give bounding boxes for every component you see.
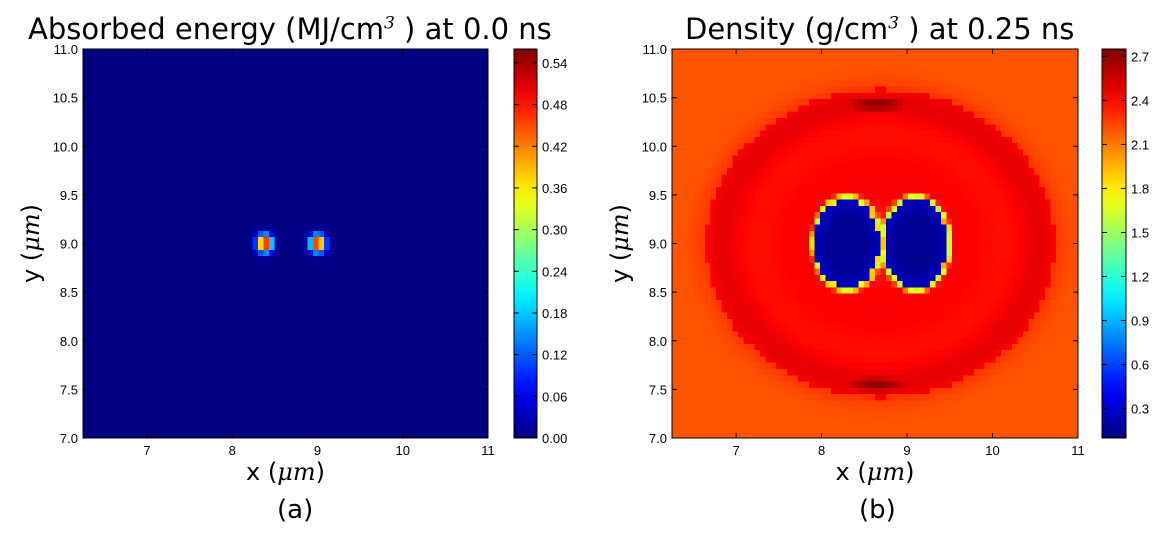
y-tick-label: 10.0	[53, 139, 78, 154]
panel-absorbed-energy: Absorbed energy (MJ/cm3 ) at 0.0 ns 7 8 9 1…	[17, 12, 567, 525]
title-text: Density (g/cm	[685, 12, 889, 46]
colorbar-tick-label: 0.12	[542, 348, 567, 363]
y-tick-label: 11.0	[643, 42, 667, 57]
x-axis-label-unit: μm	[867, 458, 905, 486]
x-axis-label-unit: μm	[277, 458, 315, 486]
colorbar-tick-label: 0.30	[542, 223, 567, 238]
y-tick-label: 10.0	[642, 139, 667, 154]
heatmap-image	[672, 49, 1078, 438]
y-tick-label: 7.5	[60, 382, 78, 397]
colorbar-tick-label: 0.18	[542, 306, 567, 321]
y-tick-label: 8.0	[60, 334, 78, 349]
x-axis-label-suffix: )	[905, 458, 914, 486]
x-tick-label: 8	[229, 443, 236, 458]
heatmap-image	[83, 49, 488, 438]
title-text: Absorbed energy (MJ/cm	[28, 12, 385, 46]
y-axis-label-prefix: y (	[17, 252, 45, 283]
colorbar-tick-label: 2.1	[1131, 137, 1149, 152]
colorbar-tick-label: 1.5	[1131, 225, 1149, 240]
colorbar-tick-label: 0.24	[542, 264, 567, 279]
y-axis-label-prefix: y (	[606, 252, 634, 283]
y-tick-label: 10.5	[53, 91, 78, 106]
colorbar-tick-label: 0.9	[1131, 314, 1149, 329]
y-tick-label: 8.5	[649, 285, 667, 300]
x-tick-label: 9	[903, 443, 910, 458]
panel-density: Density (g/cm3 ) at 0.25 ns 7 8 9 10 11 7.0 7.…	[581, 0, 1162, 546]
title-exponent: 3	[384, 13, 395, 34]
colorbar-tick-label: 0.54	[542, 56, 567, 71]
y-tick-label: 10.5	[642, 91, 667, 106]
y-tick-label: 9.5	[60, 188, 78, 203]
colorbar-tick-label: 0.6	[1131, 358, 1149, 373]
y-axis-label-unit: μm	[17, 213, 45, 251]
colorbar-tick-label: 0.48	[542, 98, 567, 113]
y-tick-label: 7.0	[60, 431, 78, 446]
y-axis-label-unit: μm	[606, 213, 634, 251]
y-tick-label: 7.0	[649, 431, 667, 446]
chart-title: Density (g/cm3 ) at 0.25 ns	[685, 12, 1074, 46]
y-tick-label: 7.5	[649, 382, 667, 397]
colorbar-tick-label: 0.36	[542, 181, 567, 196]
figure-caption: (b)	[859, 495, 896, 525]
colorbar	[513, 48, 538, 439]
x-axis-label-prefix: x (	[246, 458, 277, 486]
y-axis-label: y (μm)	[606, 204, 634, 283]
x-axis-label: x (μm)	[836, 458, 915, 486]
colorbar-tick-label: 0.00	[542, 431, 567, 446]
y-axis-label: y (μm)	[17, 204, 45, 283]
x-tick-label: 7	[732, 443, 739, 458]
colorbar-tick-label: 0.3	[1131, 402, 1149, 417]
figure-caption: (a)	[277, 495, 314, 525]
y-tick-label: 9.0	[60, 237, 78, 252]
y-tick-label: 9.5	[649, 188, 667, 203]
chart-title: Absorbed energy (MJ/cm3 ) at 0.0 ns	[28, 12, 552, 46]
y-tick-label: 11.0	[54, 42, 78, 57]
x-tick-label: 11	[481, 443, 495, 458]
x-axis-label: x (μm)	[246, 458, 325, 486]
y-tick-label: 8.0	[649, 334, 667, 349]
x-tick-label: 8	[818, 443, 825, 458]
colorbar-tick-label: 1.2	[1131, 270, 1149, 285]
heatmap-chart: 7 8 9 10 11 7.0 7.5 8.0 8.5 9.0 9.5 10.0 10.5 11.0 x (…	[17, 42, 567, 486]
x-tick-label: 11	[1071, 443, 1085, 458]
y-tick-label: 9.0	[649, 237, 667, 252]
colorbar	[1101, 48, 1127, 439]
colorbar-tick-label: 2.4	[1131, 93, 1149, 108]
colorbar-tick-label: 1.8	[1131, 181, 1149, 196]
colorbar-tick-label: 0.06	[542, 389, 567, 404]
title-exponent: 3	[888, 13, 899, 34]
x-tick-label: 10	[396, 443, 410, 458]
heatmap-chart: 7 8 9 10 11 7.0 7.5 8.0 8.5 9.0 9.5 10.0 10.5 11.0 x (…	[606, 42, 1149, 486]
y-tick-label: 8.5	[60, 285, 78, 300]
title-suffix: ) at 0.25 ns	[898, 12, 1075, 46]
x-tick-label: 10	[985, 443, 999, 458]
colorbar-tick-label: 2.7	[1131, 49, 1149, 64]
x-axis-label-suffix: )	[316, 458, 325, 486]
x-axis-label-prefix: x (	[836, 458, 867, 486]
x-tick-label: 7	[143, 443, 150, 458]
y-axis-label-suffix: )	[17, 204, 45, 213]
title-suffix: ) at 0.0 ns	[394, 12, 552, 46]
colorbar-tick-label: 0.42	[542, 139, 567, 154]
y-axis-label-suffix: )	[606, 204, 634, 213]
x-tick-label: 9	[314, 443, 321, 458]
